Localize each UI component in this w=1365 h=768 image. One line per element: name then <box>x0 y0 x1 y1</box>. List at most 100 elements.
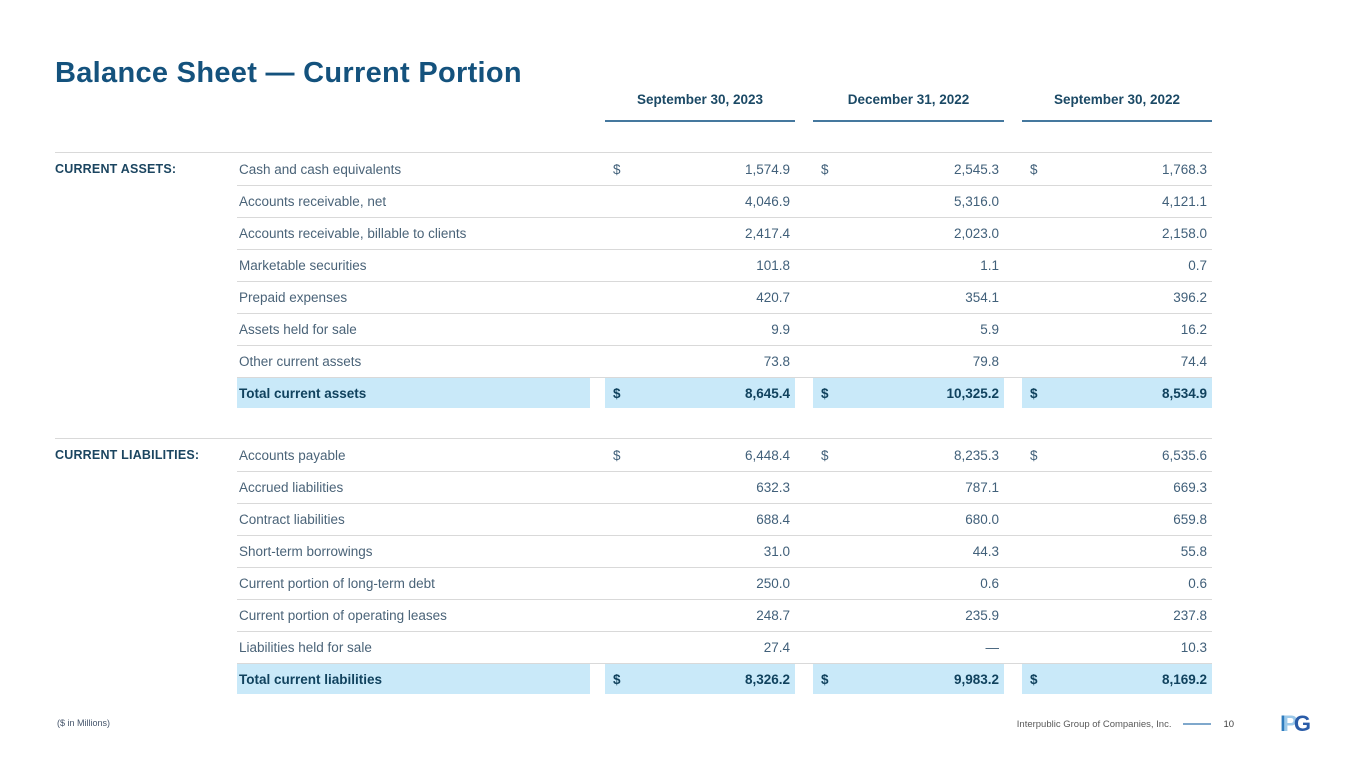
amount: 1,574.9 <box>744 161 790 177</box>
ipg-logo: I P G <box>1280 711 1311 736</box>
table-row: Current portion of long-term debt $250.0 $… <box>55 567 1212 599</box>
column-header-dec-2022: December 31, 2022 <box>813 91 1004 122</box>
row-value-col3: $55.8 <box>1022 536 1212 567</box>
amount: 79.8 <box>972 354 999 369</box>
units-note: ($ in Millions) <box>57 718 111 728</box>
section-label <box>55 503 237 535</box>
row-value-col2: $354.1 <box>813 282 1004 313</box>
amount: 396.2 <box>1173 290 1207 305</box>
row-label: Prepaid expenses <box>239 290 348 305</box>
amount: 669.3 <box>1173 480 1207 495</box>
row-value-col1: $688.4 <box>605 504 795 535</box>
current-assets-section: CURRENT ASSETS: Cash and cash equivalents… <box>55 152 1212 408</box>
row-value-col3: $16.2 <box>1022 314 1212 345</box>
dollar-sign: $ <box>613 161 621 177</box>
amount: 8,169.2 <box>1161 671 1207 687</box>
row-value-col1: $632.3 <box>605 472 795 503</box>
row-value-col1: $73.8 <box>605 346 795 377</box>
amount: 101.8 <box>756 258 790 273</box>
amount: 632.3 <box>756 480 790 495</box>
logo-letter-p: P <box>1282 711 1298 736</box>
footer: Interpublic Group of Companies, Inc. 10 … <box>1017 711 1311 736</box>
dollar-sign: $ <box>821 161 829 177</box>
amount: 10,325.2 <box>946 385 999 401</box>
row-label: Assets held for sale <box>239 322 357 337</box>
dollar-sign: $ <box>1030 161 1038 177</box>
row-value-col1: $248.7 <box>605 600 795 631</box>
row-value-col3: $74.4 <box>1022 346 1212 377</box>
dollar-sign: $ <box>613 447 621 463</box>
row-label: Current portion of long-term debt <box>239 576 435 591</box>
row-value-col3: $396.2 <box>1022 282 1212 313</box>
current-liabilities-section: CURRENT LIABILITIES: Accounts payable $6,4… <box>55 438 1212 694</box>
section-label <box>55 281 237 313</box>
row-label: Total current assets <box>237 378 590 408</box>
row-value-col3: $2,158.0 <box>1022 218 1212 249</box>
amount: 9.9 <box>771 322 790 337</box>
amount: 248.7 <box>756 608 790 623</box>
amount: 2,545.3 <box>953 161 999 177</box>
row-value-col2: $787.1 <box>813 472 1004 503</box>
row-value-col1: $101.8 <box>605 250 795 281</box>
amount: 6,448.4 <box>744 447 790 463</box>
table-row: CURRENT LIABILITIES: Accounts payable $6,4… <box>55 438 1212 471</box>
row-value-col2: $9,983.2 <box>813 664 1004 694</box>
amount: 5,316.0 <box>953 194 999 209</box>
section-label <box>55 185 237 217</box>
row-label: Other current assets <box>239 354 362 369</box>
amount: 44.3 <box>972 544 999 559</box>
table-row: Other current assets $73.8 $79.8 $74.4 <box>55 345 1212 377</box>
amount: 31.0 <box>763 544 790 559</box>
row-value-col2: $2,545.3 <box>813 153 1004 185</box>
row-value-col3: $10.3 <box>1022 632 1212 663</box>
table-row: Accounts receivable, billable to clients… <box>55 217 1212 249</box>
amount: 10.3 <box>1180 640 1207 655</box>
row-label: Accounts receivable, billable to clients <box>239 226 467 241</box>
row-value-col1: $420.7 <box>605 282 795 313</box>
amount: 237.8 <box>1173 608 1207 623</box>
amount: 8,235.3 <box>953 447 999 463</box>
amount: 688.4 <box>756 512 790 527</box>
row-label: Accrued liabilities <box>239 480 344 495</box>
column-header-sep-2023: September 30, 2023 <box>605 91 795 122</box>
amount: 74.4 <box>1180 354 1207 369</box>
amount: 4,046.9 <box>744 194 790 209</box>
amount: 16.2 <box>1180 322 1207 337</box>
table-total-row: Total current liabilities $8,326.2 $9,983.… <box>55 663 1212 694</box>
row-value-col2: $5,316.0 <box>813 186 1004 217</box>
dollar-sign: $ <box>1030 447 1038 463</box>
row-value-col3: $8,534.9 <box>1022 378 1212 408</box>
amount: 0.6 <box>1188 576 1207 591</box>
row-value-col3: $669.3 <box>1022 472 1212 503</box>
row-label: Marketable securities <box>239 258 367 273</box>
row-value-col1: $6,448.4 <box>605 439 795 471</box>
row-value-col2: $79.8 <box>813 346 1004 377</box>
table-total-row: Total current assets $8,645.4 $10,325.2 $8,… <box>55 377 1212 408</box>
amount: 1,768.3 <box>1161 161 1207 177</box>
amount: 420.7 <box>756 290 790 305</box>
amount: 680.0 <box>965 512 999 527</box>
row-value-col2: $0.6 <box>813 568 1004 599</box>
dollar-sign: $ <box>613 385 621 401</box>
section-label: CURRENT ASSETS: <box>55 162 177 176</box>
row-value-col2: $— <box>813 632 1004 663</box>
row-value-col3: $237.8 <box>1022 600 1212 631</box>
table-row: Accrued liabilities $632.3 $787.1 $669.3 <box>55 471 1212 503</box>
section-label <box>55 535 237 567</box>
table-row: Contract liabilities $688.4 $680.0 $659.8 <box>55 503 1212 535</box>
amount: 9,983.2 <box>953 671 999 687</box>
amount: 27.4 <box>763 640 790 655</box>
amount: 8,534.9 <box>1161 385 1207 401</box>
section-label <box>55 599 237 631</box>
row-value-col2: $44.3 <box>813 536 1004 567</box>
row-value-col2: $1.1 <box>813 250 1004 281</box>
row-value-col3: $6,535.6 <box>1022 439 1212 471</box>
section-label <box>55 313 237 345</box>
table-row: Assets held for sale $9.9 $5.9 $16.2 <box>55 313 1212 345</box>
amount: 787.1 <box>965 480 999 495</box>
dollar-sign: $ <box>821 385 829 401</box>
table-row: Liabilities held for sale $27.4 $— $10.3 <box>55 631 1212 663</box>
header-spacer <box>55 91 237 122</box>
amount: 5.9 <box>980 322 999 337</box>
row-value-col2: $10,325.2 <box>813 378 1004 408</box>
